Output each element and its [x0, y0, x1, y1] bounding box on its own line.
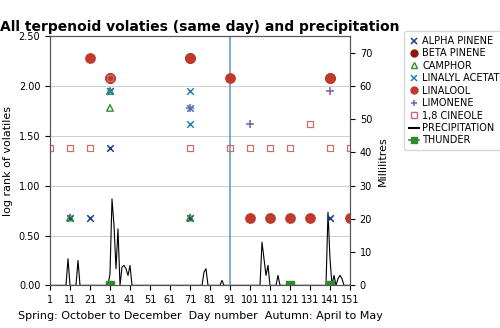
Point [346, 145, 354, 150]
Point [106, 145, 114, 150]
Point [286, 145, 294, 150]
Point [326, 215, 334, 220]
Point [106, 88, 114, 93]
Point [186, 105, 194, 111]
Point [86, 215, 94, 220]
Point [306, 215, 314, 220]
Point [266, 215, 274, 220]
Point [106, 105, 114, 111]
Title: All terpenoid volaties (same day) and precipitation: All terpenoid volaties (same day) and pr… [0, 20, 400, 33]
Point [326, 75, 334, 81]
Point [106, 75, 114, 81]
Point [246, 215, 254, 220]
Point [266, 215, 274, 220]
X-axis label: Spring: October to December  Day number  Autumn: April to May: Spring: October to December Day number A… [18, 311, 382, 321]
Point [266, 145, 274, 150]
Y-axis label: log rank of volatiles: log rank of volatiles [3, 106, 13, 216]
Point [266, 215, 274, 220]
Point [66, 145, 74, 150]
Point [246, 215, 254, 220]
Point [86, 145, 94, 150]
Point [186, 55, 194, 61]
Point [246, 121, 254, 127]
Point [106, 88, 114, 93]
Point [246, 145, 254, 150]
Point [226, 75, 234, 81]
Point [326, 145, 334, 150]
Point [66, 215, 74, 220]
Point [306, 215, 314, 220]
Point [186, 55, 194, 61]
Legend: ALPHA PINENE, BETA PINENE, CAMPHOR, LINALYL ACETATE, LINALOOL, LIMONENE, 1,8 CIN: ALPHA PINENE, BETA PINENE, CAMPHOR, LINA… [404, 31, 500, 150]
Point [106, 75, 114, 81]
Point [306, 121, 314, 127]
Point [186, 105, 194, 111]
Point [106, 88, 114, 93]
Point [286, 215, 294, 220]
Point [346, 215, 354, 220]
Point [186, 215, 194, 220]
Y-axis label: Millilitres: Millilitres [378, 136, 388, 186]
Point [186, 88, 194, 93]
Point [66, 215, 74, 220]
Point [186, 215, 194, 220]
Point [186, 121, 194, 127]
Point [86, 55, 94, 61]
Point [46, 145, 54, 150]
Point [326, 75, 334, 81]
Point [246, 215, 254, 220]
Point [326, 88, 334, 93]
Point [106, 75, 114, 81]
Point [226, 145, 234, 150]
Point [186, 145, 194, 150]
